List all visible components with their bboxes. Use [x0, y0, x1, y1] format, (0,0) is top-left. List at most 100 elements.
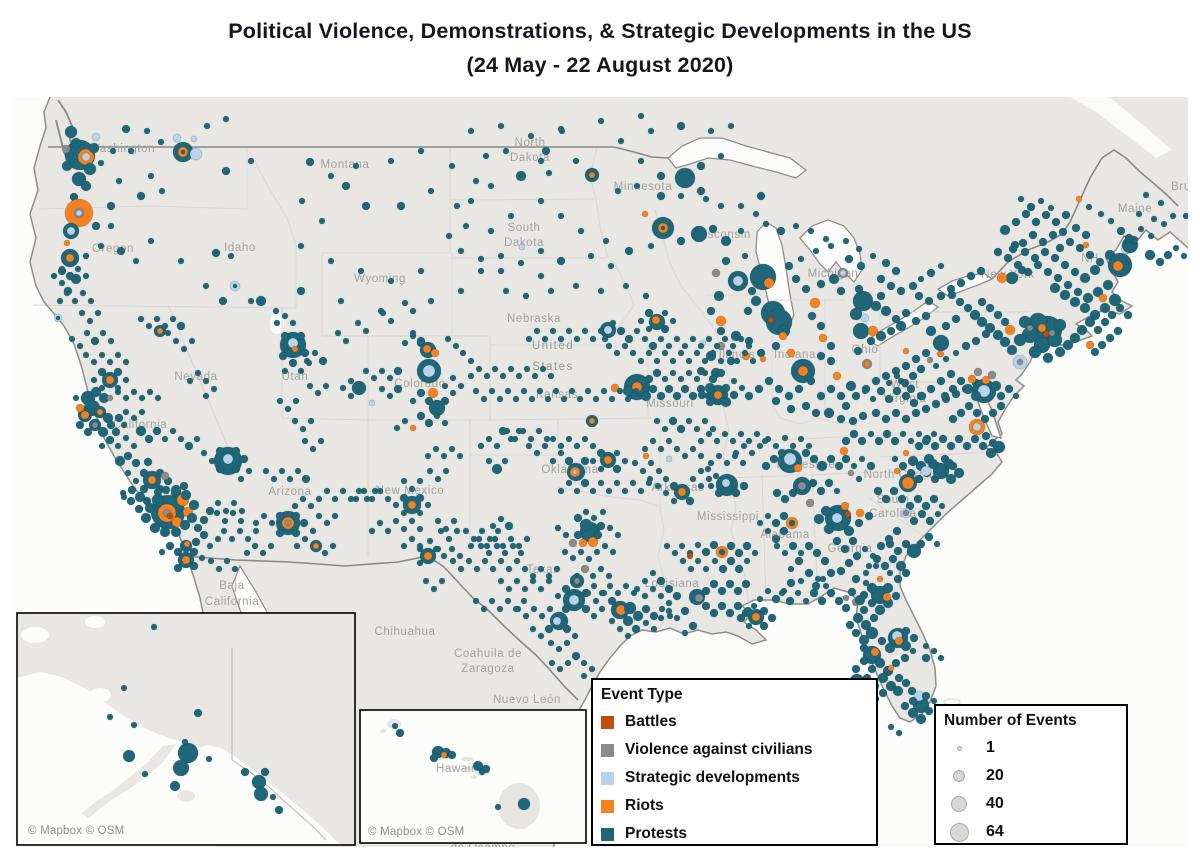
- event-marker[interactable]: [427, 387, 439, 399]
- event-marker[interactable]: [701, 417, 709, 425]
- event-marker[interactable]: [970, 390, 982, 402]
- event-marker[interactable]: [709, 540, 719, 550]
- event-marker[interactable]: [739, 481, 749, 491]
- event-marker[interactable]: [260, 767, 270, 777]
- event-marker[interactable]: [291, 502, 299, 510]
- event-marker[interactable]: [690, 225, 708, 243]
- event-marker[interactable]: [826, 341, 836, 351]
- event-marker[interactable]: [396, 201, 406, 211]
- event-marker[interactable]: [891, 408, 901, 418]
- event-marker[interactable]: [291, 345, 299, 353]
- event-marker[interactable]: [55, 315, 61, 321]
- event-marker[interactable]: [748, 449, 756, 457]
- event-marker[interactable]: [655, 467, 663, 475]
- event-marker[interactable]: [713, 290, 725, 302]
- event-marker[interactable]: [697, 437, 705, 445]
- event-marker[interactable]: [352, 495, 360, 503]
- event-marker[interactable]: [885, 680, 897, 692]
- event-marker[interactable]: [515, 372, 523, 380]
- event-marker[interactable]: [641, 445, 649, 453]
- event-marker[interactable]: [297, 367, 305, 375]
- event-marker[interactable]: [286, 475, 294, 483]
- event-marker[interactable]: [694, 557, 702, 565]
- event-marker[interactable]: [917, 509, 927, 519]
- event-marker[interactable]: [496, 395, 504, 403]
- event-marker[interactable]: [786, 348, 796, 358]
- event-marker[interactable]: [1053, 273, 1063, 283]
- event-marker[interactable]: [714, 488, 724, 498]
- event-marker[interactable]: [701, 357, 709, 365]
- event-marker[interactable]: [96, 408, 104, 416]
- event-marker[interactable]: [568, 538, 578, 548]
- event-marker[interactable]: [916, 364, 926, 374]
- event-marker[interactable]: [1085, 203, 1093, 211]
- event-marker[interactable]: [1084, 316, 1096, 328]
- event-marker[interactable]: [156, 327, 164, 335]
- event-marker[interactable]: [1030, 253, 1040, 263]
- event-marker[interactable]: [544, 624, 554, 634]
- event-marker[interactable]: [845, 620, 855, 630]
- event-marker[interactable]: [444, 335, 452, 343]
- event-marker[interactable]: [177, 435, 185, 443]
- event-marker[interactable]: [908, 371, 918, 381]
- event-marker[interactable]: [467, 197, 475, 205]
- event-marker[interactable]: [409, 397, 417, 405]
- event-marker[interactable]: [665, 342, 673, 350]
- event-marker[interactable]: [797, 577, 805, 585]
- event-marker[interactable]: [1048, 230, 1058, 240]
- event-marker[interactable]: [457, 287, 465, 295]
- event-marker[interactable]: [681, 342, 689, 350]
- event-marker[interactable]: [930, 647, 938, 655]
- event-marker[interactable]: [481, 557, 489, 565]
- event-marker[interactable]: [779, 526, 789, 536]
- event-marker[interactable]: [816, 351, 826, 361]
- event-marker[interactable]: [400, 477, 408, 485]
- event-marker[interactable]: [716, 368, 726, 378]
- event-marker[interactable]: [839, 446, 849, 456]
- event-marker[interactable]: [612, 464, 622, 474]
- event-marker[interactable]: [393, 384, 403, 394]
- event-marker[interactable]: [945, 473, 957, 485]
- event-marker[interactable]: [221, 517, 229, 525]
- event-marker[interactable]: [907, 686, 917, 696]
- event-marker[interactable]: [865, 626, 879, 640]
- event-marker[interactable]: [549, 327, 557, 335]
- event-marker[interactable]: [1006, 344, 1018, 356]
- event-marker[interactable]: [943, 458, 955, 470]
- event-marker[interactable]: [603, 455, 613, 465]
- event-marker[interactable]: [472, 177, 480, 185]
- event-marker[interactable]: [850, 462, 858, 470]
- event-marker[interactable]: [822, 235, 830, 243]
- event-marker[interactable]: [781, 549, 789, 557]
- event-marker[interactable]: [901, 361, 911, 371]
- event-marker[interactable]: [497, 577, 505, 585]
- event-marker[interactable]: [491, 463, 503, 475]
- event-marker[interactable]: [580, 456, 590, 466]
- event-marker[interactable]: [901, 678, 911, 688]
- event-marker[interactable]: [1124, 233, 1134, 243]
- event-marker[interactable]: [253, 786, 269, 802]
- event-marker[interactable]: [631, 624, 641, 634]
- event-marker[interactable]: [571, 632, 579, 640]
- event-marker[interactable]: [1163, 250, 1173, 260]
- event-marker[interactable]: [311, 349, 319, 357]
- event-marker[interactable]: [622, 282, 630, 290]
- event-marker[interactable]: [64, 125, 78, 139]
- event-marker[interactable]: [860, 313, 870, 323]
- event-marker[interactable]: [681, 452, 689, 460]
- event-marker[interactable]: [417, 147, 425, 155]
- event-marker[interactable]: [717, 202, 725, 210]
- event-marker[interactable]: [744, 391, 754, 401]
- event-marker[interactable]: [707, 127, 715, 135]
- event-marker[interactable]: [401, 299, 409, 307]
- event-marker[interactable]: [368, 495, 376, 503]
- event-marker[interactable]: [158, 548, 166, 556]
- event-marker[interactable]: [725, 579, 735, 589]
- event-marker[interactable]: [553, 565, 561, 573]
- hawaii-event-markers[interactable]: [391, 722, 531, 811]
- event-marker[interactable]: [999, 224, 1011, 236]
- event-marker[interactable]: [140, 512, 152, 524]
- event-marker[interactable]: [632, 387, 640, 395]
- event-marker[interactable]: [826, 384, 836, 394]
- event-marker[interactable]: [871, 408, 881, 418]
